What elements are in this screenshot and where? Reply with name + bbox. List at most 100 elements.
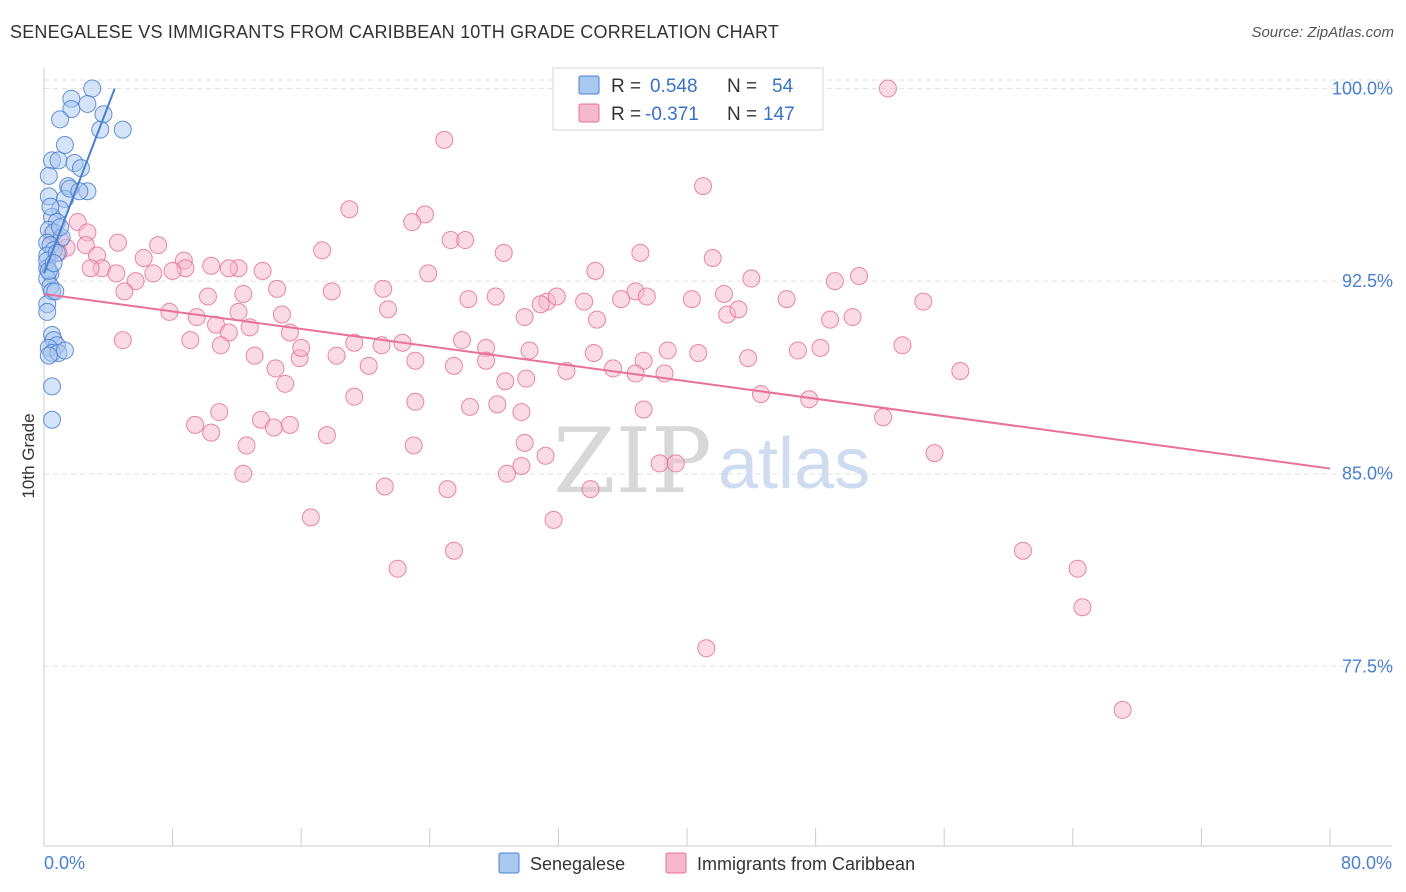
senegalese-point <box>46 282 65 301</box>
caribbean-point <box>345 387 364 406</box>
stats-legend-n-value-2: 147 <box>763 104 795 125</box>
caribbean-point <box>388 559 407 578</box>
caribbean-point <box>531 295 550 314</box>
caribbean-point <box>512 403 531 422</box>
y-tick-label: 77.5% <box>1342 656 1393 676</box>
caribbean-point <box>650 454 669 473</box>
caribbean-point <box>444 541 463 560</box>
caribbean-point <box>345 333 364 352</box>
caribbean-point <box>515 308 534 327</box>
caribbean-point <box>637 287 656 306</box>
caribbean-point <box>76 236 95 255</box>
stats-legend-pink-swatch <box>578 103 600 123</box>
caribbean-point <box>497 464 516 483</box>
caribbean-point <box>634 400 653 419</box>
gridlines <box>44 79 1392 667</box>
caribbean-point <box>1113 700 1132 719</box>
caribbean-point <box>742 269 761 288</box>
caribbean-point <box>268 279 287 298</box>
caribbean-point <box>914 292 933 311</box>
caribbean-point <box>237 436 256 455</box>
caribbean-point <box>517 369 536 388</box>
chart-title: SENEGALESE VS IMMIGRANTS FROM CARIBBEAN … <box>10 22 780 42</box>
caribbean-point <box>163 261 182 280</box>
senegalese-point <box>39 346 58 365</box>
caribbean-point <box>544 510 563 529</box>
caribbean-point <box>658 341 677 360</box>
y-tick-label: 100.0% <box>1332 79 1393 99</box>
caribbean-point <box>322 282 341 301</box>
caribbean-point <box>494 243 513 262</box>
caribbean-point <box>134 249 153 268</box>
caribbean-point <box>276 374 295 393</box>
caribbean-point <box>419 264 438 283</box>
caribbean-point <box>631 243 650 262</box>
caribbean-point <box>1068 559 1087 578</box>
series-legend: Senegalese Immigrants from Caribbean <box>498 852 915 874</box>
stats-legend-r-value-1: 0.548 <box>650 76 698 97</box>
caribbean-point <box>843 308 862 327</box>
caribbean-point <box>115 282 134 301</box>
series-caribbean-points <box>43 79 1132 719</box>
stats-legend-n-label-2: N = <box>727 104 757 125</box>
caribbean-point <box>253 261 272 280</box>
stats-legend-r-value-2: -0.371 <box>645 104 699 125</box>
watermark-atlas: atlas <box>718 424 870 504</box>
caribbean-point <box>126 272 145 291</box>
caribbean-point <box>604 359 623 378</box>
senegalese-point <box>91 120 110 139</box>
caribbean-point <box>714 284 733 303</box>
caribbean-point <box>925 444 944 463</box>
caribbean-point <box>536 446 555 465</box>
senegalese-point <box>41 197 60 216</box>
stats-legend-n-value-1: 54 <box>772 76 794 97</box>
caribbean-point <box>729 300 748 319</box>
caribbean-point <box>612 290 631 309</box>
caribbean-point <box>486 287 505 306</box>
caribbean-point <box>113 331 132 350</box>
caribbean-point <box>359 356 378 375</box>
watermark: ZIP atlas <box>553 409 870 514</box>
caribbean-point <box>1013 541 1032 560</box>
y-tick-labels: 77.5% 85.0% 92.5% 100.0% <box>1332 79 1393 677</box>
caribbean-point <box>340 200 359 219</box>
legend-senegalese-swatch <box>498 852 520 874</box>
caribbean-point <box>825 272 844 291</box>
senegalese-point <box>49 151 68 170</box>
series-senegalese-points <box>38 79 132 429</box>
caribbean-point <box>557 361 576 380</box>
chart-source: Source: ZipAtlas.com <box>1251 24 1394 41</box>
caribbean-point <box>751 385 770 404</box>
caribbean-point <box>777 290 796 309</box>
caribbean-point <box>581 480 600 499</box>
caribbean-point <box>739 349 758 368</box>
caribbean-point <box>666 454 685 473</box>
trend-lines <box>43 88 1331 470</box>
caribbean-point <box>202 423 221 442</box>
senegalese-point <box>39 166 58 185</box>
caribbean-point <box>586 261 605 280</box>
caribbean-point <box>266 359 285 378</box>
y-tick-label: 92.5% <box>1342 271 1393 291</box>
stats-legend: R = 0.548 N = 54 R = -0.371 N = 147 <box>552 67 824 131</box>
caribbean-point <box>456 231 475 250</box>
caribbean-point <box>444 356 463 375</box>
caribbean-point <box>488 395 507 414</box>
senegalese-point <box>43 377 62 396</box>
caribbean-point <box>452 331 471 350</box>
caribbean-point <box>520 341 539 360</box>
caribbean-point <box>821 310 840 329</box>
senegalese-point <box>51 110 70 129</box>
senegalese-point <box>113 120 132 139</box>
caribbean-point <box>703 249 722 268</box>
watermark-zip: ZIP <box>553 409 712 514</box>
legend-senegalese-label: Senegalese <box>530 854 625 874</box>
caribbean-point <box>547 287 566 306</box>
caribbean-point <box>496 372 515 391</box>
stats-legend-r-label-1: R = <box>611 76 641 97</box>
caribbean-point <box>404 436 423 455</box>
caribbean-point <box>301 508 320 527</box>
caribbean-point <box>272 305 291 324</box>
caribbean-point <box>280 415 299 434</box>
